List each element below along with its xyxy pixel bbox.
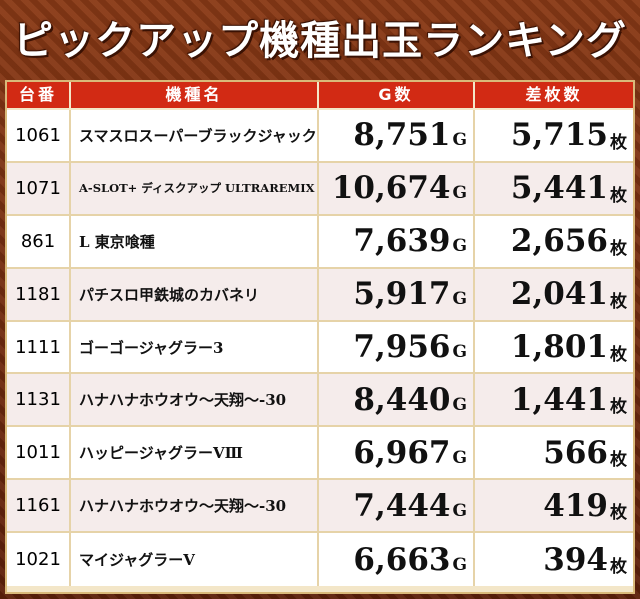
machine-number: 1161 <box>7 480 71 532</box>
table-header: 台番 機種名 G数 差枚数 <box>7 82 633 110</box>
games-value: 7,639 <box>353 223 451 260</box>
diff-count: 5,441 枚 <box>475 163 633 214</box>
header-games: G数 <box>319 82 475 108</box>
games-value: 7,444 <box>353 487 451 524</box>
model-name: L 東京喰種 <box>71 215 319 267</box>
games-unit: G <box>452 183 467 204</box>
ranking-table: 台番 機種名 G数 差枚数 1061 スマスロスーパーブラックジャック 8,751 G… <box>5 80 635 594</box>
model-name: ハッピージャグラーVⅢ <box>71 427 319 479</box>
table-row: 1061 スマスロスーパーブラックジャック 8,751 G 5,715 枚 <box>7 110 633 163</box>
machine-number: 1021 <box>7 533 71 587</box>
diff-unit: 枚 <box>610 132 627 153</box>
games-value: 5,917 <box>353 276 451 313</box>
diff-count: 566 枚 <box>475 427 633 478</box>
model-name: A-SLOT+ ディスクアップ ULTRAREMIX <box>71 162 319 214</box>
table-row: 861 L 東京喰種 7,639 G 2,656 枚 <box>7 215 633 269</box>
games-count: 7,956 G <box>319 321 475 373</box>
games-unit: G <box>452 394 467 415</box>
table-row: 1161 ハナハナホウオウ～天翔～-30 7,444 G 419 枚 <box>7 480 633 534</box>
diff-count: 419 枚 <box>475 480 633 531</box>
model-name: マイジャグラーV <box>71 533 319 587</box>
diff-count: 2,041 枚 <box>475 269 633 320</box>
table-row: 1111 ゴーゴージャグラー3 7,956 G 1,801 枚 <box>7 321 633 375</box>
table-row: 1021 マイジャグラーV 6,663 G 394 枚 <box>7 533 633 587</box>
page-title: ピックアップ機種出玉ランキング <box>13 18 627 64</box>
games-count: 5,917 G <box>319 268 475 320</box>
games-value: 6,663 <box>353 541 451 578</box>
games-unit: G <box>452 447 467 468</box>
diff-unit: 枚 <box>610 344 627 365</box>
machine-number: 1061 <box>7 110 71 161</box>
diff-value: 2,656 <box>510 223 608 260</box>
games-count: 8,751 G <box>319 110 475 161</box>
machine-number: 1071 <box>7 162 71 214</box>
diff-unit: 枚 <box>610 503 627 524</box>
diff-value: 5,715 <box>510 117 608 154</box>
machine-number: 1181 <box>7 268 71 320</box>
table-row: 1071 A-SLOT+ ディスクアップ ULTRAREMIX 10,674 G 5,4… <box>7 162 633 216</box>
table-body: 1061 スマスロスーパーブラックジャック 8,751 G 5,715 枚 1071 A-SL… <box>7 110 633 587</box>
diff-count: 1,441 枚 <box>475 374 633 425</box>
games-count: 7,639 G <box>319 215 475 267</box>
diff-value: 394 <box>543 541 608 578</box>
games-count: 8,440 G <box>319 374 475 426</box>
diff-count: 394 枚 <box>475 533 633 586</box>
model-name: ゴーゴージャグラー3 <box>71 321 319 373</box>
diff-value: 419 <box>543 487 608 524</box>
model-name: ハナハナホウオウ～天翔～-30 <box>71 374 319 426</box>
diff-unit: 枚 <box>610 291 627 312</box>
machine-number: 861 <box>7 215 71 267</box>
header-model: 機種名 <box>71 82 319 108</box>
machine-number: 1111 <box>7 321 71 373</box>
diff-unit: 枚 <box>610 185 627 206</box>
games-count: 6,967 G <box>319 427 475 479</box>
games-value: 8,751 <box>353 117 451 154</box>
diff-value: 5,441 <box>510 170 608 207</box>
games-value: 8,440 <box>353 381 451 418</box>
model-name: ハナハナホウオウ～天翔～-30 <box>71 480 319 532</box>
games-unit: G <box>452 289 467 310</box>
header-diff: 差枚数 <box>525 85 583 104</box>
games-count: 7,444 G <box>319 480 475 532</box>
diff-value: 2,041 <box>510 276 608 313</box>
diff-count: 2,656 枚 <box>475 216 633 267</box>
diff-count: 1,801 枚 <box>475 322 633 373</box>
games-count: 6,663 G <box>319 533 475 587</box>
diff-unit: 枚 <box>610 238 627 259</box>
model-name: パチスロ甲鉄城のカバネリ <box>71 268 319 320</box>
games-unit: G <box>452 500 467 521</box>
games-value: 6,967 <box>353 434 451 471</box>
diff-unit: 枚 <box>610 450 627 471</box>
diff-count: 5,715 枚 <box>475 110 633 161</box>
table-row: 1131 ハナハナホウオウ～天翔～-30 8,440 G 1,441 枚 <box>7 374 633 428</box>
games-count: 10,674 G <box>319 162 475 214</box>
games-unit: G <box>452 130 467 151</box>
games-unit: G <box>452 554 467 575</box>
header-number: 台番 <box>7 82 71 108</box>
table-row: 1011 ハッピージャグラーVⅢ 6,967 G 566 枚 <box>7 427 633 481</box>
machine-number: 1011 <box>7 427 71 479</box>
diff-unit: 枚 <box>610 557 627 578</box>
table-row: 1181 パチスロ甲鉄城のカバネリ 5,917 G 2,041 枚 <box>7 268 633 322</box>
diff-value: 566 <box>543 434 608 471</box>
games-unit: G <box>452 236 467 257</box>
diff-value: 1,801 <box>510 329 608 365</box>
diff-unit: 枚 <box>610 397 627 418</box>
machine-number: 1131 <box>7 374 71 426</box>
diff-value: 1,441 <box>510 381 608 418</box>
games-value: 7,956 <box>353 329 451 365</box>
games-value: 10,674 <box>331 170 451 207</box>
model-name: スマスロスーパーブラックジャック <box>71 110 319 161</box>
games-unit: G <box>452 342 467 362</box>
